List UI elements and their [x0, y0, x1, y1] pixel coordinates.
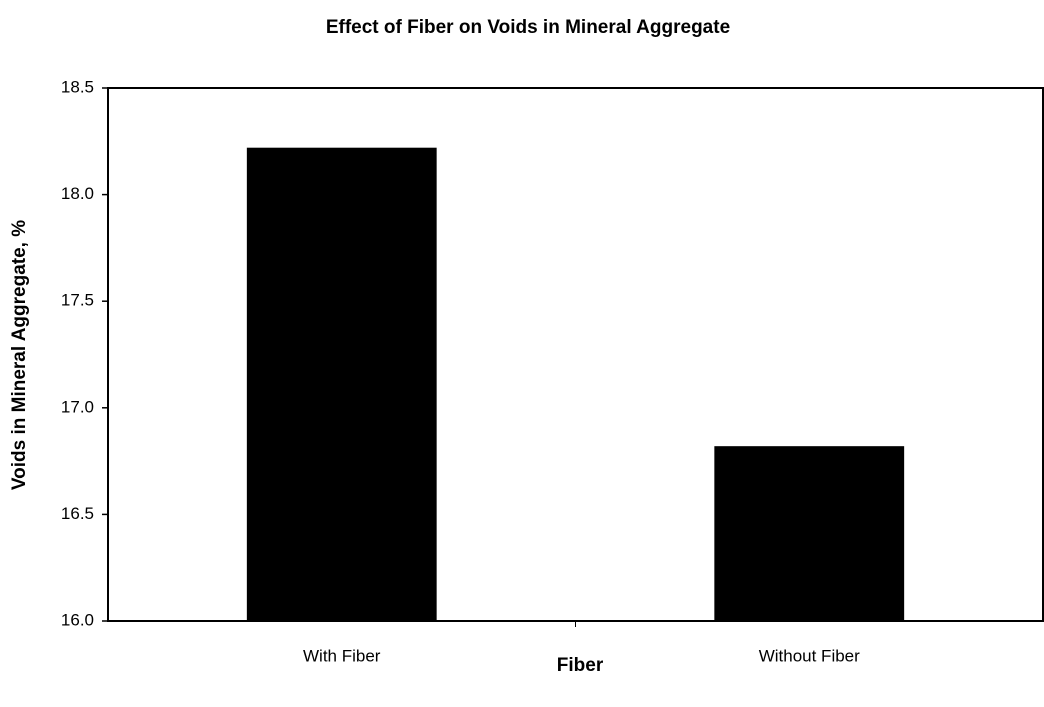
x-tick-label: With Fiber	[303, 646, 381, 665]
y-axis-label: Voids in Mineral Aggregate, %	[9, 220, 30, 490]
y-tick-label: 17.5	[61, 291, 94, 310]
y-tick-label: 17.0	[61, 397, 94, 416]
bar	[714, 446, 905, 621]
y-tick-label: 16.5	[61, 504, 94, 523]
bar	[246, 147, 437, 622]
x-axis-label: Fiber	[557, 655, 604, 676]
y-tick-label: 18.5	[61, 77, 94, 96]
x-tick-label: Without Fiber	[759, 646, 860, 665]
y-tick-label: 16.0	[61, 610, 94, 629]
y-tick-label: 18.0	[61, 184, 94, 203]
chart-title: Effect of Fiber on Voids in Mineral Aggr…	[326, 17, 730, 38]
